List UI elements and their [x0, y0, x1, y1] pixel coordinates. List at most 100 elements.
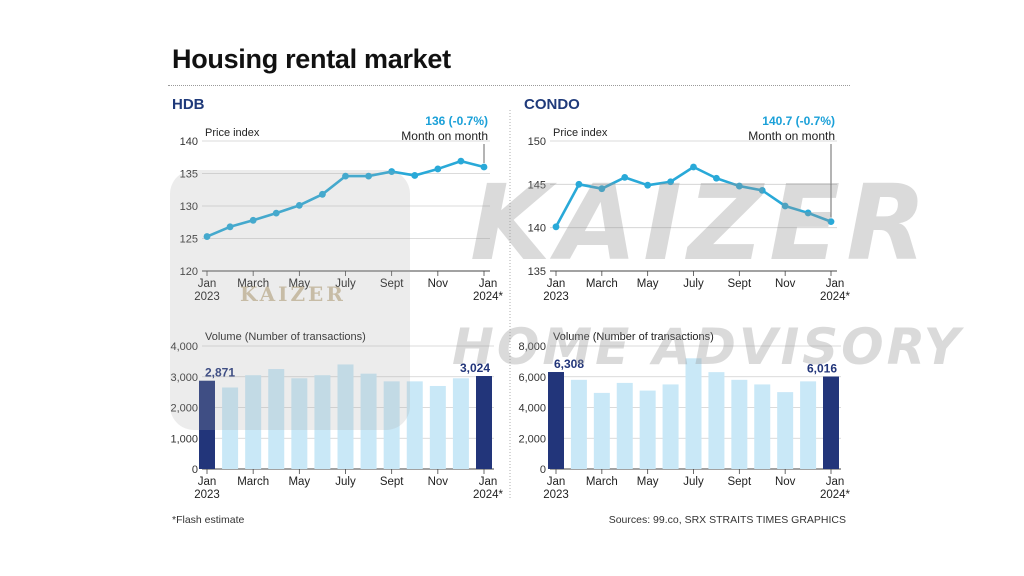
condo-price-series-line	[554, 165, 832, 228]
condo-volume-ytick-label: 6,000	[518, 372, 546, 384]
condo-volume-xtick-label: 2024*	[820, 489, 851, 501]
hdb-price-annotation-text: Month on month	[401, 129, 488, 143]
hdb-volume-bar	[452, 378, 469, 469]
condo-price-line-xtick-label: 2023	[543, 291, 569, 303]
condo-price-ytick-label: 135	[528, 266, 546, 278]
condo-volume-bar	[593, 392, 610, 469]
hdb-price-data-point	[295, 201, 303, 209]
hdb-price-ytick-label: 125	[180, 234, 198, 246]
condo-volume-ytick-label: 0	[540, 464, 546, 476]
hdb-volume-bar	[222, 387, 239, 469]
condo-price-ytick-label: 145	[528, 179, 546, 191]
hdb-volume-bar	[429, 385, 446, 469]
condo-price-line-xtick-label: Sept	[727, 278, 751, 290]
footnote: *Flash estimate	[172, 514, 245, 526]
condo-price-line-xtick-label: Jan	[547, 278, 566, 290]
condo-price-line-xtick-label: May	[637, 278, 659, 290]
condo-volume-bar	[639, 390, 656, 469]
condo-price-line-xtick-label: 2024*	[820, 291, 851, 303]
hdb-price-line-xtick-label: May	[288, 278, 310, 290]
hdb-volume-bar	[268, 369, 285, 469]
condo-volume-value-label-last: 6,016	[807, 362, 837, 376]
chart-title: Housing rental market	[172, 44, 451, 74]
condo-volume-xtick-label: Sept	[727, 476, 751, 488]
condo-volume-xtick-label: May	[637, 476, 659, 488]
hdb-price-data-point	[342, 172, 349, 180]
hdb-price-data-point	[203, 233, 211, 240]
condo-panel-label: CONDO	[524, 96, 580, 113]
condo-price-data-point	[667, 178, 674, 186]
condo-price-line-xtick-label: Nov	[775, 278, 796, 290]
condo-volume-ytick-label: 8,000	[518, 341, 546, 353]
hdb-volume-xtick-label: Jan	[479, 476, 498, 488]
hdb-price-data-point	[272, 209, 280, 217]
hdb-volume-xtick-label: March	[237, 476, 269, 488]
condo-price-line-xtick-label: July	[683, 278, 704, 290]
condo-volume-ytick-label: 2,000	[518, 433, 546, 445]
hdb-volume-xtick-label: 2023	[194, 489, 220, 501]
hdb-price-data-point	[411, 172, 419, 179]
hdb-price-ytick-label: 130	[180, 201, 198, 213]
hdb-price-data-point	[480, 163, 488, 171]
hdb-volume-ytick-label: 2,000	[170, 403, 198, 415]
condo-price-ylabel: Price index	[553, 127, 608, 139]
condo-volume-bar	[823, 376, 839, 469]
condo-volume-ytick-label: 4,000	[518, 403, 546, 415]
hdb-volume-bar	[360, 373, 377, 469]
hdb-price-line-xtick-label: March	[237, 278, 269, 290]
condo-price-data-point	[575, 180, 583, 188]
hdb-volume-ytick-label: 4,000	[170, 341, 198, 353]
hdb-price-annotation-value: 136 (-0.7%)	[425, 114, 488, 128]
hdb-price-line-xtick-label: Jan	[479, 278, 498, 290]
condo-volume-xtick-label: Nov	[775, 476, 796, 488]
condo-price-data-point	[804, 209, 812, 217]
hdb-volume-bar	[383, 381, 400, 469]
hdb-volume-bar	[337, 364, 354, 469]
hdb-volume-xtick-label: July	[335, 476, 356, 488]
condo-price-line-xtick-label: Jan	[826, 278, 845, 290]
condo-volume-xtick-label: Jan	[826, 476, 845, 488]
hdb-price-line-xtick-label: 2023	[194, 291, 220, 303]
hdb-volume-bar	[476, 376, 492, 469]
condo-price-annotation-text: Month on month	[748, 129, 835, 143]
condo-volume-bar	[616, 382, 633, 469]
hdb-price-data-point	[434, 165, 442, 173]
hdb-price-line-xtick-label: Sept	[380, 278, 404, 290]
hdb-volume-xtick-label: Jan	[198, 476, 217, 488]
condo-volume-xtick-label: March	[586, 476, 618, 488]
hdb-price-line-xtick-label: Nov	[428, 278, 449, 290]
condo-volume-xtick-label: 2023	[543, 489, 569, 501]
hdb-price-ytick-label: 135	[180, 169, 198, 181]
condo-volume-value-label-first: 6,308	[554, 357, 584, 371]
hdb-price-ytick-label: 120	[180, 266, 198, 278]
hdb-volume-xtick-label: 2024*	[473, 489, 504, 501]
hdb-volume-ytick-label: 1,000	[170, 433, 198, 445]
hdb-volume-value-label-first: 2,871	[205, 366, 235, 380]
hdb-price-series-line	[206, 159, 485, 238]
hdb-price-data-point	[319, 190, 326, 198]
hdb-volume-bar	[406, 381, 423, 469]
condo-price-data-point	[690, 163, 697, 171]
condo-price-data-point	[644, 181, 652, 189]
condo-price-annotation-value: 140.7 (-0.7%)	[762, 114, 835, 128]
condo-price-ytick-label: 150	[528, 136, 546, 148]
hdb-price-data-point	[226, 223, 234, 231]
hdb-volume-ytick-label: 3,000	[170, 372, 198, 384]
hdb-volume-xtick-label: Sept	[380, 476, 404, 488]
condo-price-data-point	[552, 223, 560, 231]
hdb-price-ytick-label: 140	[180, 136, 198, 148]
condo-price-data-point	[827, 218, 835, 226]
hdb-volume-ytick-label: 0	[192, 464, 198, 476]
condo-volume-bar	[777, 392, 794, 469]
hdb-volume-bar	[291, 378, 308, 469]
hdb-price-line-xtick-label: 2024*	[473, 291, 504, 303]
condo-volume-bar	[754, 384, 771, 469]
sources-credit: Sources: 99.co, SRX STRAITS TIMES GRAPHI…	[608, 514, 846, 526]
condo-price-data-point	[621, 174, 629, 181]
condo-price-line-xtick-label: March	[586, 278, 618, 290]
hdb-volume-ylabel: Volume (Number of transactions)	[205, 331, 366, 343]
condo-volume-bar	[708, 372, 725, 469]
hdb-price-data-point	[388, 168, 396, 175]
condo-price-data-point	[781, 202, 789, 210]
